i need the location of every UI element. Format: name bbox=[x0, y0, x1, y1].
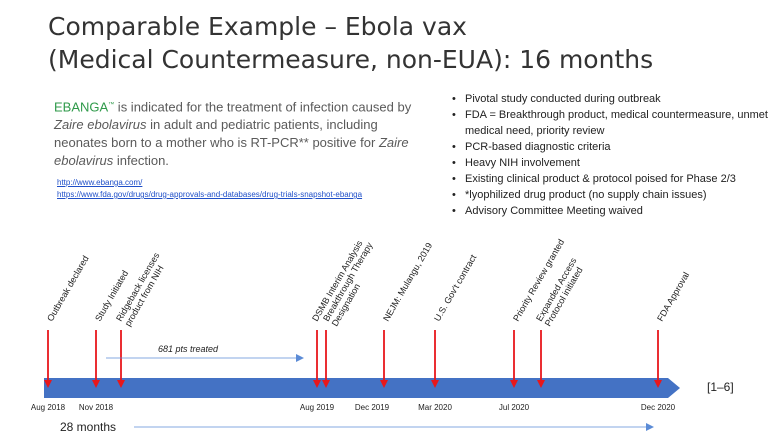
axis-label: Aug 2019 bbox=[300, 403, 335, 412]
indication-text-3: positive for bbox=[308, 135, 379, 151]
timeline-bar bbox=[44, 378, 680, 398]
title-line-1: Comparable Example – Ebola vax bbox=[48, 12, 467, 41]
event-govt-contract: U.S. Gov't contract bbox=[432, 252, 479, 323]
fda-snapshot-link[interactable]: https://www.fda.gov/drugs/drug-approvals… bbox=[57, 190, 363, 199]
references-label: [1–6] bbox=[707, 380, 734, 394]
bullet-item: FDA = Breakthrough product, medical coun… bbox=[452, 107, 778, 139]
axis-label: Aug 2018 bbox=[31, 403, 66, 412]
bullet-item: PCR-based diagnostic criteria bbox=[452, 139, 778, 155]
event-nejm-publication: NEJM: Mulangu, 2019 bbox=[381, 241, 434, 323]
title-line-2: (Medical Countermeasure, non-EUA): 16 mo… bbox=[48, 45, 654, 74]
event-outbreak-declared: Outbreak declared bbox=[45, 254, 91, 323]
reference-links: http://www.ebanga.com/ https://www.fda.g… bbox=[57, 177, 362, 201]
indication-text-1: is indicated for the treatment of infect… bbox=[114, 99, 412, 115]
patients-treated-label: 681 pts treated bbox=[158, 344, 219, 354]
species-name-1: Zaire ebolavirus bbox=[54, 117, 147, 133]
ebanga-link[interactable]: http://www.ebanga.com/ bbox=[57, 178, 143, 187]
event-ridgeback-licenses: Ridgeback licenses product from NIH bbox=[114, 249, 171, 328]
bullet-item: Heavy NIH involvement bbox=[452, 155, 778, 171]
indication-text-2: in adult and pediatric patients, includi… bbox=[54, 117, 378, 151]
indication-statement: EBANGA™ is indicated for the treatment o… bbox=[54, 96, 414, 170]
axis-label: Nov 2018 bbox=[79, 403, 114, 412]
axis-label: Dec 2020 bbox=[641, 403, 676, 412]
bullet-item: Advisory Committee Meeting waived bbox=[452, 203, 778, 219]
brand-name: EBANGA bbox=[54, 99, 109, 115]
species-name-2: Zaire ebolavirus bbox=[54, 135, 409, 169]
axis-label: Dec 2019 bbox=[355, 403, 390, 412]
key-points-list: Pivotal study conducted during outbreak … bbox=[452, 91, 778, 219]
event-fda-approval: FDA Approval bbox=[655, 270, 691, 323]
bullet-item: *lyophilized drug product (no supply cha… bbox=[452, 187, 778, 203]
slide-title: Comparable Example – Ebola vax (Medical … bbox=[48, 10, 653, 76]
indication-text-4: infection. bbox=[113, 153, 169, 169]
trademark-symbol: ™ bbox=[108, 102, 115, 108]
duration-label: 28 months bbox=[60, 420, 116, 434]
axis-labels: Aug 2018 Nov 2018 Aug 2019 Dec 2019 Mar … bbox=[31, 403, 676, 412]
event-labels: Outbreak declared Study Initiated Ridgeb… bbox=[45, 237, 691, 328]
axis-label: Mar 2020 bbox=[418, 403, 452, 412]
axis-label: Jul 2020 bbox=[499, 403, 530, 412]
bullet-item: Pivotal study conducted during outbreak bbox=[452, 91, 778, 107]
event-markers bbox=[44, 330, 662, 388]
bullet-item: Existing clinical product & protocol poi… bbox=[452, 171, 778, 187]
asterisks: ** bbox=[298, 135, 309, 151]
